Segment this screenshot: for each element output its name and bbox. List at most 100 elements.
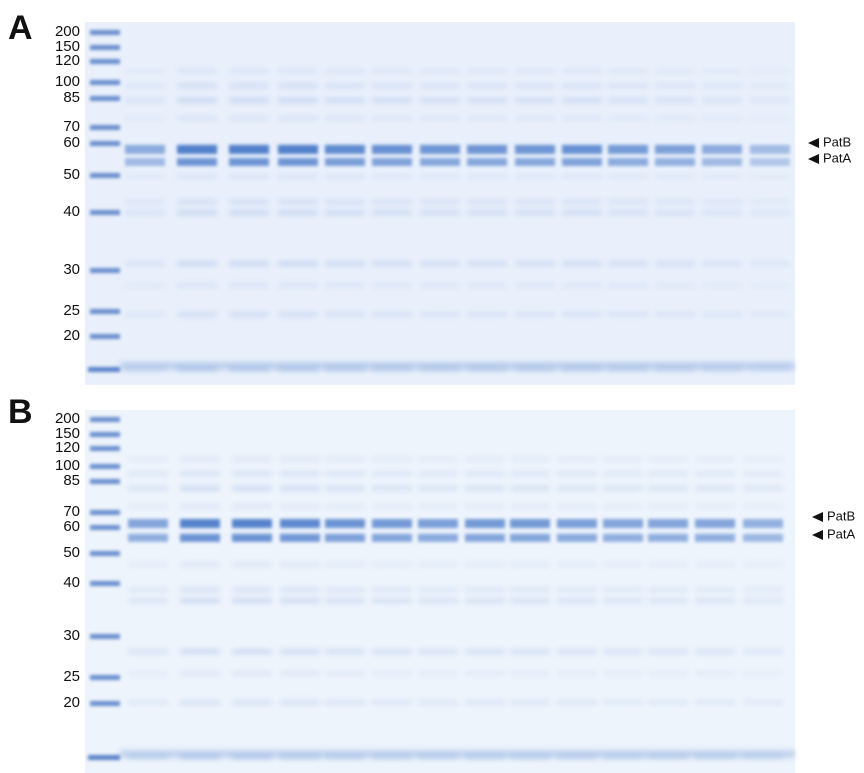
minor-band [280,533,320,537]
marker-label: 50 [63,166,80,183]
minor-band [325,69,365,73]
minor-band [372,283,412,287]
minor-band [467,84,507,88]
minor-band [510,533,550,537]
minor-band [232,504,272,508]
panel-label: A [8,9,33,47]
minor-band [603,588,643,592]
main-band [420,158,460,166]
marker-label: 20 [63,694,80,711]
minor-band [280,486,320,490]
marker-label: 120 [55,439,80,456]
minor-band [515,312,555,316]
minor-band [280,457,320,461]
minor-band [603,650,643,654]
minor-band [702,283,742,287]
minor-band [278,211,318,215]
minor-band [420,312,460,316]
ladder-band [90,45,120,50]
minor-band [372,145,412,149]
minor-band [695,533,735,537]
minor-band [420,145,460,149]
main-band [280,519,320,528]
minor-band [418,671,458,675]
minor-band [372,312,412,316]
minor-band [232,588,272,592]
minor-band [562,84,602,88]
minor-band [743,588,783,592]
minor-band [702,145,742,149]
minor-band [325,472,365,476]
minor-band [278,283,318,287]
minor-band [325,116,365,120]
minor-band [125,211,165,215]
minor-band [418,562,458,566]
minor-band [372,262,412,266]
minor-band [557,671,597,675]
ladder-band [90,464,120,469]
minor-band [557,533,597,537]
minor-band [557,472,597,476]
main-band [603,519,643,528]
minor-band [465,700,505,704]
minor-band [278,116,318,120]
minor-band [280,504,320,508]
ladder-band [90,268,120,273]
minor-band [750,98,790,102]
minor-band [467,116,507,120]
main-band [702,158,742,166]
minor-band [420,98,460,102]
minor-band [562,69,602,73]
minor-band [418,588,458,592]
minor-band [743,533,783,537]
ladder-band [90,334,120,339]
minor-band [562,200,602,204]
minor-band [418,599,458,603]
minor-band [648,562,688,566]
marker-label: 60 [63,134,80,151]
minor-band [655,200,695,204]
minor-band [278,69,318,73]
main-band [325,519,365,528]
band-arrow [812,512,823,522]
marker-label: 120 [55,52,80,69]
minor-band [372,533,412,537]
minor-band [750,200,790,204]
minor-band [465,504,505,508]
minor-band [125,98,165,102]
minor-band [420,262,460,266]
gel-figure: A2001501201008570605040302520PatBPatAB20… [0,0,864,773]
minor-band [510,504,550,508]
minor-band [325,599,365,603]
ladder-band [90,80,120,85]
minor-band [232,457,272,461]
minor-band [180,457,220,461]
minor-band [648,533,688,537]
minor-band [695,588,735,592]
main-band [557,519,597,528]
main-band [695,519,735,528]
minor-band [372,174,412,178]
minor-band [557,700,597,704]
ladder-band [90,634,120,639]
minor-band [125,145,165,149]
minor-band [608,283,648,287]
minor-band [750,84,790,88]
minor-band [180,533,220,537]
minor-band [372,472,412,476]
minor-band [655,174,695,178]
minor-band [372,588,412,592]
minor-band [608,84,648,88]
panel-label: B [8,393,33,431]
minor-band [232,700,272,704]
minor-band [562,145,602,149]
minor-band [420,174,460,178]
minor-band [465,457,505,461]
minor-band [180,504,220,508]
minor-band [280,599,320,603]
minor-band [608,174,648,178]
minor-band [325,312,365,316]
minor-band [418,486,458,490]
marker-label: 40 [63,203,80,220]
minor-band [648,472,688,476]
